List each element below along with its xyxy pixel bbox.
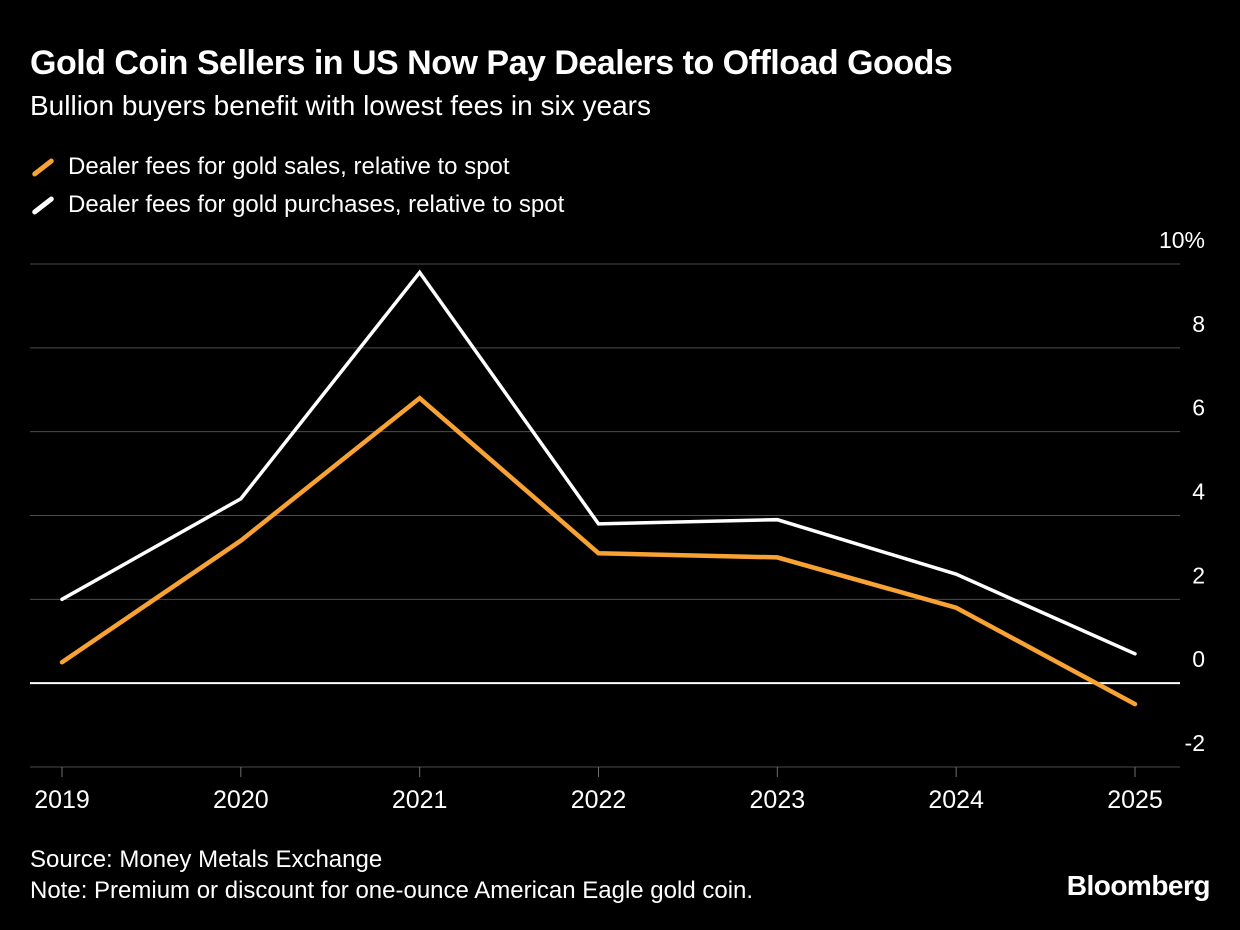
y-tick-label: 4 bbox=[1192, 479, 1205, 505]
page-title: Gold Coin Sellers in US Now Pay Dealers … bbox=[30, 44, 953, 82]
series-line bbox=[60, 269, 1137, 656]
y-tick-label: 8 bbox=[1192, 311, 1205, 337]
x-tick-label: 2024 bbox=[928, 786, 984, 814]
y-tick-label: 0 bbox=[1192, 646, 1205, 672]
y-tick-label: 2 bbox=[1192, 562, 1205, 588]
x-tick-label: 2020 bbox=[213, 786, 269, 814]
y-tick-label: 6 bbox=[1192, 395, 1205, 421]
x-tick-label: 2023 bbox=[750, 786, 806, 814]
sales-line-swatch-box bbox=[30, 157, 68, 177]
chart-legend: Dealer fees for gold sales, relative to … bbox=[30, 150, 564, 222]
x-tick-label: 2022 bbox=[571, 786, 627, 814]
x-tick-label: 2021 bbox=[392, 786, 448, 814]
note-text: Note: Premium or discount for one-ounce … bbox=[30, 877, 754, 904]
x-tick-label: 2025 bbox=[1107, 786, 1163, 814]
sales-line-swatch-icon bbox=[31, 157, 55, 177]
line-chart: 10% 8 6 4 2 0 -2 2019 2020 2021 2022 2023 2024 2025 bbox=[30, 227, 1205, 814]
legend-item-purchases: Dealer fees for gold purchases, relative… bbox=[30, 188, 564, 222]
y-tick-label: 10% bbox=[1159, 227, 1205, 253]
purchases-line-swatch-box bbox=[30, 195, 68, 215]
x-tick-label: 2019 bbox=[34, 786, 90, 814]
purchases-line-swatch-icon bbox=[31, 195, 55, 215]
bloomberg-logo: Bloomberg bbox=[1066, 870, 1211, 901]
source-text: Source: Money Metals Exchange bbox=[30, 846, 383, 873]
legend-item-sales: Dealer fees for gold sales, relative to … bbox=[30, 150, 564, 184]
page-subtitle: Bullion buyers benefit with lowest fees … bbox=[30, 90, 651, 121]
legend-label-sales: Dealer fees for gold sales, relative to … bbox=[68, 153, 510, 180]
y-tick-label: -2 bbox=[1185, 730, 1205, 756]
series-line bbox=[59, 395, 1138, 707]
legend-label-purchases: Dealer fees for gold purchases, relative… bbox=[68, 191, 565, 218]
